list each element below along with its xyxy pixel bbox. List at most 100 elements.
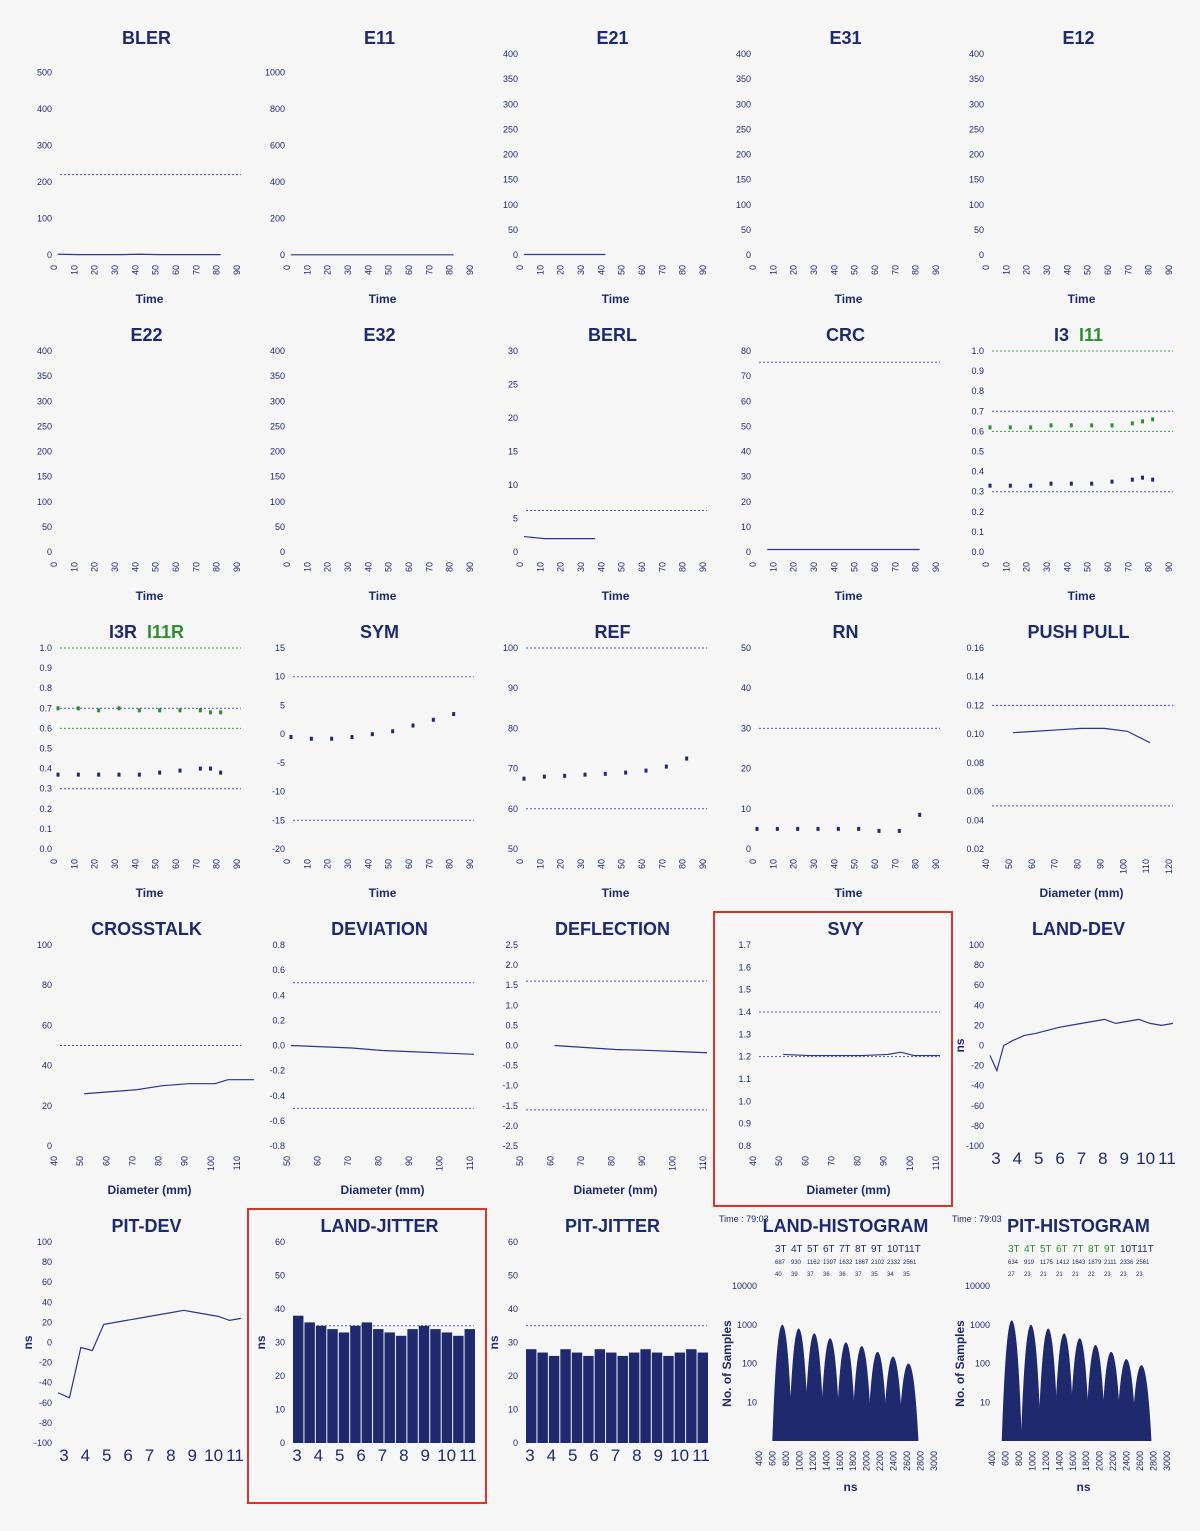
x-tick-label: 90	[698, 265, 708, 275]
x-tick-label: 60	[800, 1156, 810, 1166]
x-tick-label: 30	[576, 859, 586, 869]
x-tick-label: 6	[123, 1446, 132, 1465]
y-tick-label: 0.1	[971, 527, 984, 537]
legend-jitter: 35	[903, 1272, 910, 1278]
data-point	[97, 708, 101, 713]
y-tick-label: -60	[971, 1101, 984, 1111]
y-tick-label: 20	[42, 1101, 52, 1111]
x-tick-label: 10	[768, 265, 778, 275]
legend-label: 8T	[1088, 1244, 1100, 1255]
legend-count: 2111	[1104, 1260, 1117, 1266]
y-tick-label: 50	[741, 225, 751, 235]
data-point	[755, 826, 759, 831]
y-tick-label: 300	[503, 99, 518, 109]
y-tick-label: 0	[280, 250, 285, 260]
x-tick-label: 80	[853, 1156, 863, 1166]
x-tick-label: 60	[870, 562, 880, 572]
y-tick-label: 0	[280, 729, 285, 739]
x-tick-label: 1400	[1054, 1451, 1064, 1471]
histogram-peak	[835, 1342, 856, 1441]
histogram-peak	[898, 1363, 919, 1441]
x-tick-label: 9	[421, 1446, 430, 1465]
data-point	[137, 772, 141, 777]
legend-jitter: 21	[1056, 1272, 1063, 1278]
time-label: Time : 79:03	[952, 1214, 1002, 1224]
chart-panel-e31: E31 0 50 100 150 200 250 300 350 400 0 10 20 30 40 50 60…	[719, 18, 952, 315]
y-tick-label: 0	[47, 1338, 52, 1348]
y-tick-label: 50	[42, 522, 52, 532]
data-point	[1090, 423, 1094, 428]
legend-count: 2332	[887, 1260, 901, 1266]
x-tick-label: 70	[657, 859, 667, 869]
y-tick-label: 0.4	[272, 990, 285, 1000]
data-point	[988, 425, 992, 430]
legend-jitter: 21	[1040, 1272, 1047, 1278]
data-point	[542, 774, 546, 779]
legend-jitter: 35	[871, 1272, 878, 1278]
y-tick-label: 40	[508, 1304, 518, 1314]
y-tick-label: 20	[741, 764, 751, 774]
y-tick-label: 400	[37, 104, 52, 114]
x-tick-label: 20	[90, 562, 100, 572]
y-tick-label: 0.5	[505, 1020, 518, 1030]
x-axis-label: Time	[369, 589, 397, 603]
x-tick-label: 60	[101, 1156, 111, 1166]
x-tick-label: 20	[1022, 562, 1032, 572]
y-axis-label: ns	[487, 1335, 501, 1349]
y-tick-label: 2.5	[505, 940, 518, 950]
y-tick-label: 150	[503, 175, 518, 185]
x-tick-label: 30	[576, 562, 586, 572]
x-tick-label: 20	[323, 859, 333, 869]
x-tick-label: 90	[465, 859, 475, 869]
y-tick-label: 0.3	[971, 487, 984, 497]
bar	[395, 1335, 407, 1443]
y-tick-label: 60	[741, 396, 751, 406]
x-tick-label: 10	[670, 1446, 689, 1465]
chart-title: LAND-JITTER	[321, 1216, 439, 1236]
y-tick-label: -0.8	[269, 1141, 285, 1151]
x-tick-label: 10	[69, 265, 79, 275]
x-tick-label: 3000	[929, 1451, 939, 1471]
y-tick-label: 0.04	[966, 815, 984, 825]
x-tick-label: 60	[870, 859, 880, 869]
x-tick-label: 50	[151, 562, 161, 572]
x-tick-label: 0	[282, 265, 292, 270]
y-tick-label: 0.4	[39, 764, 52, 774]
x-tick-label: 20	[556, 562, 566, 572]
legend-jitter: 36	[823, 1272, 830, 1278]
chart-title: PIT-JITTER	[565, 1216, 660, 1236]
x-axis-label: Time	[835, 589, 863, 603]
y-tick-label: 10	[747, 1397, 757, 1407]
x-tick-label: 5	[1034, 1149, 1043, 1168]
x-tick-label: 110	[1141, 859, 1151, 873]
x-tick-label: 30	[1042, 562, 1052, 572]
y-tick-label: 0.2	[39, 804, 52, 814]
y-axis-label: ns	[953, 1038, 967, 1052]
y-tick-label: 200	[37, 177, 52, 187]
legend-jitter: 37	[807, 1272, 814, 1278]
y-tick-label: 0	[47, 250, 52, 260]
x-tick-label: 5	[335, 1446, 344, 1465]
x-tick-label: 90	[637, 1156, 647, 1166]
y-tick-label: 400	[969, 49, 984, 59]
y-tick-label: -100	[34, 1438, 52, 1448]
histogram-peak	[1020, 1324, 1041, 1441]
x-tick-label: 600	[1000, 1451, 1010, 1466]
x-tick-label: 60	[870, 265, 880, 275]
chart-title: SVY	[827, 919, 863, 939]
legend-label: 5T	[1040, 1244, 1052, 1255]
x-tick-label: 1400	[821, 1451, 831, 1471]
y-tick-label: -80	[39, 1418, 52, 1428]
x-tick-label: 11	[459, 1446, 477, 1465]
legend-label: 9T	[1104, 1244, 1116, 1255]
x-tick-label: 9	[188, 1446, 197, 1465]
x-tick-label: 40	[829, 265, 839, 275]
x-tick-label: 11	[1158, 1149, 1176, 1168]
chart-title: E32	[363, 325, 395, 345]
x-tick-label: 80	[678, 859, 688, 869]
x-axis-label: Time	[602, 589, 630, 603]
legend-count: 2102	[871, 1260, 885, 1266]
chart-panel-ref: REF 50 60 70 80 90 100 0 10 20 30 40 50 60 70 80 90 Time	[486, 612, 719, 909]
x-tick-label: 30	[809, 562, 819, 572]
